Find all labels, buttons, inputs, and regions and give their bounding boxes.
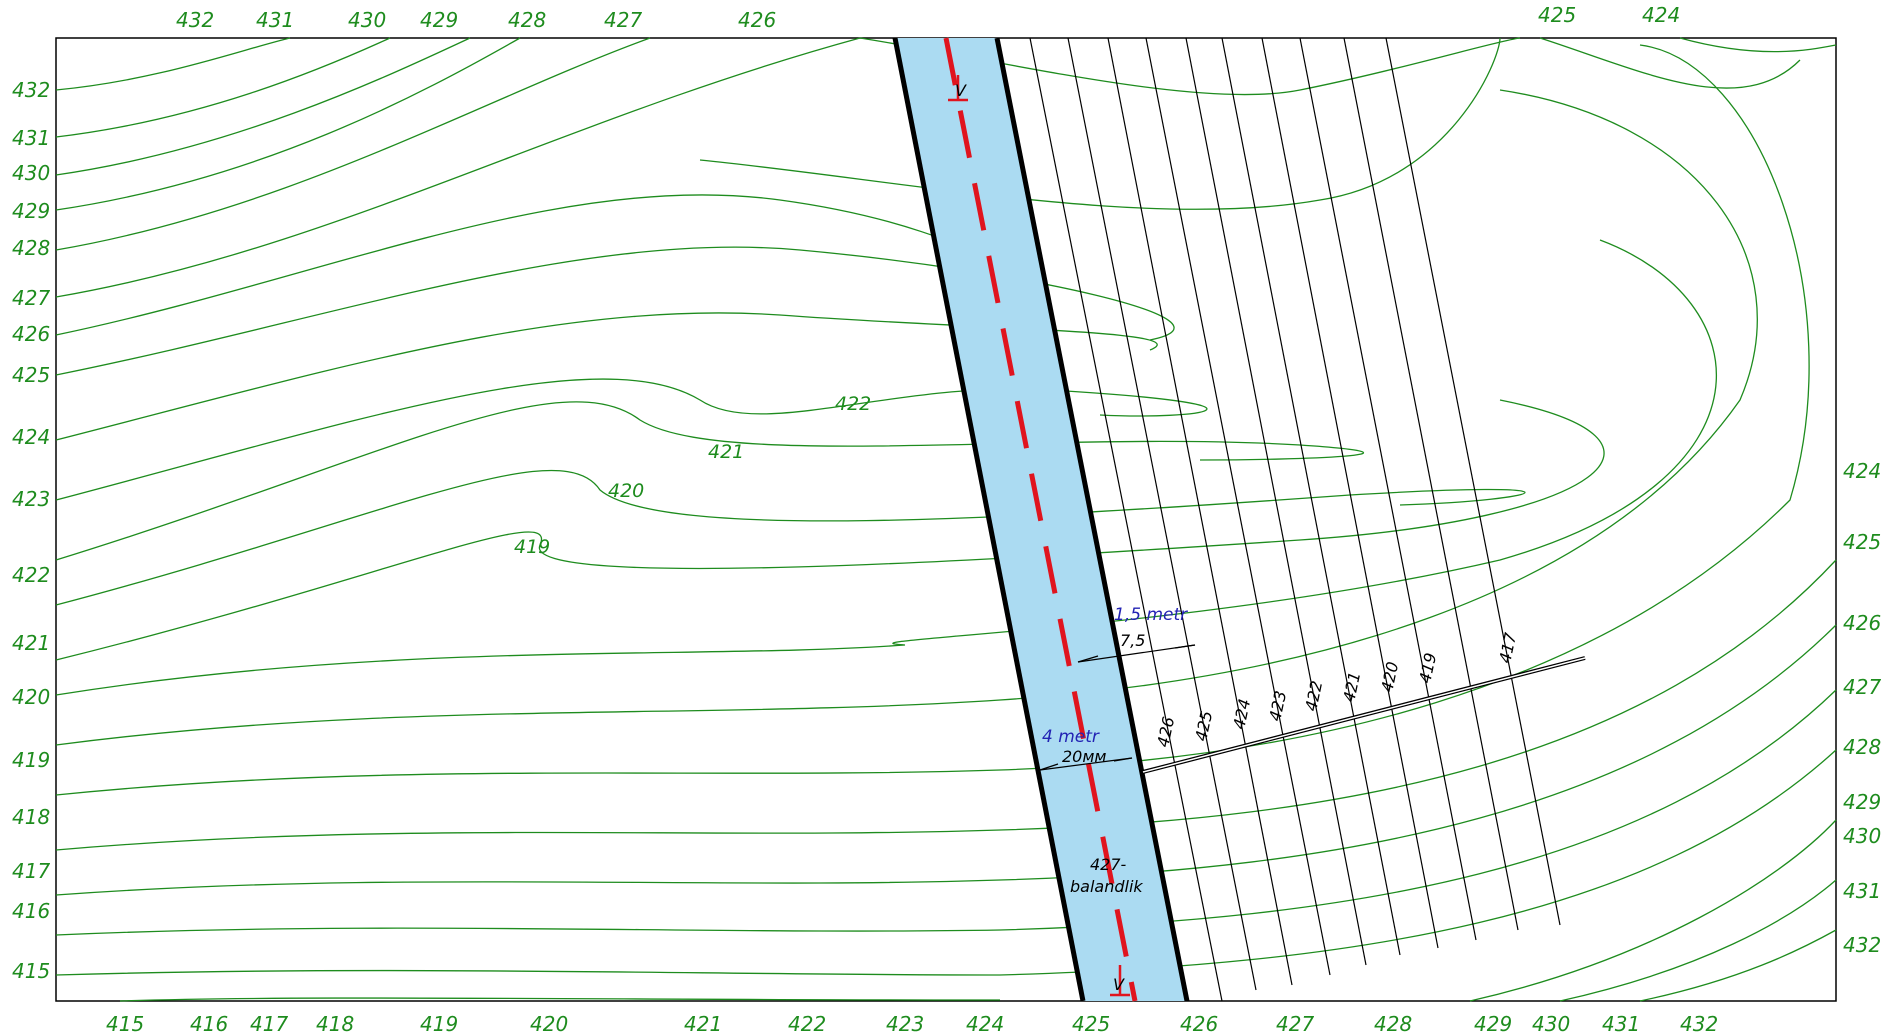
cross-section-line-inner xyxy=(1142,657,1586,773)
top-labels: 432 431 430 429 428 427 426 425 424 xyxy=(176,3,1680,32)
profile-lines xyxy=(1029,37,1561,1002)
right-label: 427 xyxy=(1843,675,1881,699)
bottom-label: 418 xyxy=(316,1012,354,1035)
left-label: 423 xyxy=(12,487,50,511)
left-label: 415 xyxy=(12,959,50,983)
canal-right-edge xyxy=(994,37,1190,1002)
profile-label: 420 xyxy=(1377,660,1402,694)
bottom-labels: 415 416 417 418 419 420 421 422 423 424 … xyxy=(106,1012,1718,1035)
canal-axis xyxy=(943,37,1138,1002)
left-label: 428 xyxy=(12,236,50,260)
dimension-black-1: 7,5 xyxy=(1120,631,1145,650)
left-label: 431 xyxy=(12,126,50,150)
profile-label: 425 xyxy=(1191,709,1216,743)
profile-label: 426 xyxy=(1153,715,1178,749)
bottom-label: 419 xyxy=(420,1012,458,1035)
dimension-black-2: 20мм xyxy=(1062,747,1107,766)
dimension-blue-1: 1,5 metr xyxy=(1114,605,1188,625)
bottom-label: 430 xyxy=(1532,1012,1570,1035)
profile-label: 423 xyxy=(1265,689,1290,723)
left-label: 421 xyxy=(12,631,50,655)
bottom-label: 417 xyxy=(250,1012,288,1035)
bottom-label: 427 xyxy=(1276,1012,1314,1035)
left-label: 422 xyxy=(12,563,50,587)
bottom-label: 424 xyxy=(966,1012,1004,1035)
top-label: 427 xyxy=(604,8,642,32)
dimension-lines xyxy=(1039,644,1196,771)
left-label: 429 xyxy=(12,199,50,223)
section-mark-bottom-label: V xyxy=(1113,975,1125,994)
inner-contour-label: 421 xyxy=(708,441,744,463)
bottom-label: 426 xyxy=(1180,1012,1218,1035)
bottom-label: 423 xyxy=(886,1012,924,1035)
right-label: 426 xyxy=(1843,611,1881,635)
left-label: 432 xyxy=(12,78,50,102)
top-label: 430 xyxy=(348,8,386,32)
canal-left-edge xyxy=(892,37,1086,1002)
inner-contour-label: 419 xyxy=(514,536,550,558)
right-labels: 424 425 426 427 428 429 430 431 432 xyxy=(1843,459,1881,957)
left-label: 419 xyxy=(12,748,50,772)
contour-lines xyxy=(55,37,1837,1002)
profile-label: 422 xyxy=(1301,679,1326,713)
right-label: 429 xyxy=(1843,790,1881,814)
profile-label: 419 xyxy=(1415,651,1440,685)
section-mark-top-label: V xyxy=(955,81,967,100)
section-mark-bottom xyxy=(1110,965,1130,997)
left-labels: 432 431 430 429 428 427 426 425 424 423 … xyxy=(12,78,50,983)
left-label: 418 xyxy=(12,805,50,829)
profile-label: 424 xyxy=(1229,697,1254,731)
right-label: 424 xyxy=(1843,459,1881,483)
bottom-label: 429 xyxy=(1474,1012,1512,1035)
top-label: 431 xyxy=(256,8,294,32)
height-label-line1: 427- xyxy=(1090,855,1127,874)
dimension-blue-2: 4 metr xyxy=(1042,727,1100,747)
bottom-label: 425 xyxy=(1072,1012,1110,1035)
right-label: 425 xyxy=(1843,530,1881,554)
inner-contour-labels: 422 421 420 419 xyxy=(514,393,871,558)
height-label-line2: balandlik xyxy=(1070,877,1143,896)
right-label: 432 xyxy=(1843,933,1881,957)
right-label: 431 xyxy=(1843,879,1881,903)
inner-contour-label: 420 xyxy=(608,480,644,502)
left-label: 426 xyxy=(12,322,50,346)
bottom-label: 421 xyxy=(684,1012,722,1035)
bottom-label: 431 xyxy=(1602,1012,1640,1035)
left-label: 427 xyxy=(12,286,50,310)
profile-label: 417 xyxy=(1495,630,1520,665)
left-label: 425 xyxy=(12,363,50,387)
bottom-label: 415 xyxy=(106,1012,144,1035)
left-label: 420 xyxy=(12,685,50,709)
section-mark-top xyxy=(948,75,968,102)
inner-contour-label: 422 xyxy=(835,393,871,415)
top-label: 432 xyxy=(176,8,214,32)
bottom-label: 422 xyxy=(788,1012,826,1035)
bottom-label: 432 xyxy=(1680,1012,1718,1035)
top-label: 426 xyxy=(738,8,776,32)
top-label: 425 xyxy=(1538,3,1576,27)
left-label: 424 xyxy=(12,425,50,449)
top-label: 424 xyxy=(1642,3,1680,27)
bottom-label: 428 xyxy=(1374,1012,1412,1035)
bottom-label: 420 xyxy=(530,1012,568,1035)
top-label: 428 xyxy=(508,8,546,32)
left-label: 417 xyxy=(12,859,50,883)
left-label: 416 xyxy=(12,899,50,923)
right-label: 428 xyxy=(1843,735,1881,759)
profile-label: 421 xyxy=(1339,670,1364,704)
bottom-label: 416 xyxy=(190,1012,228,1035)
top-label: 429 xyxy=(420,8,458,32)
right-label: 430 xyxy=(1843,824,1881,848)
left-label: 430 xyxy=(12,161,50,185)
